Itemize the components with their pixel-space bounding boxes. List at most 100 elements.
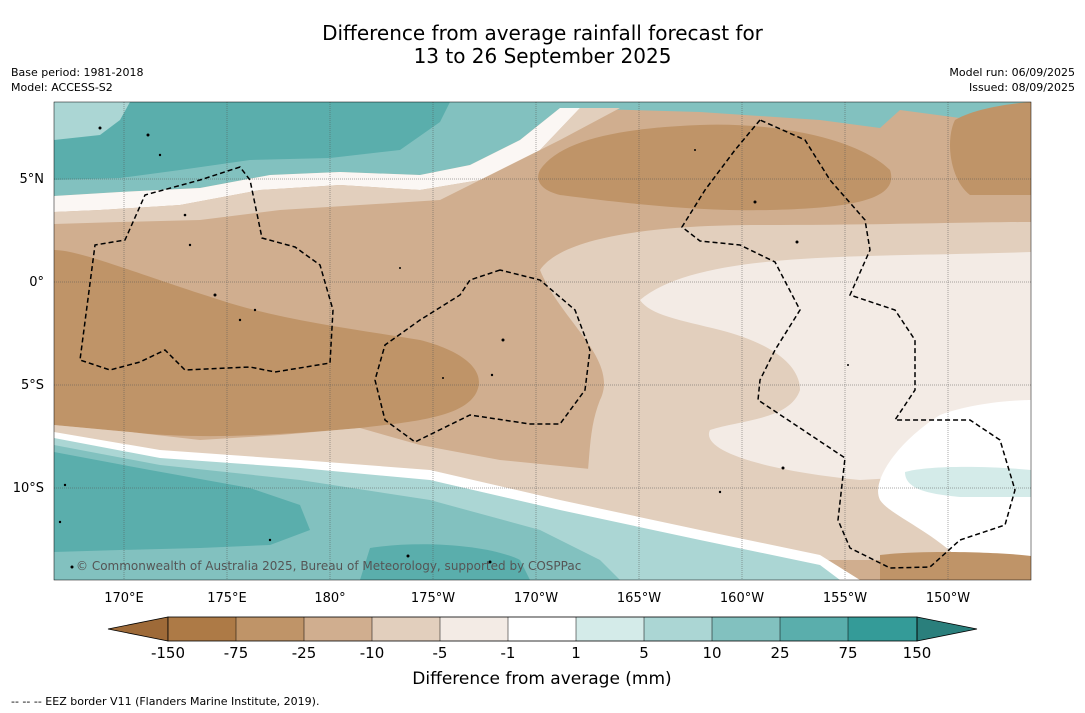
colorbar-bin xyxy=(576,617,644,641)
colorbar: -150 -75 -25 -10 -5 -1 1 5 10 25 75 150 … xyxy=(107,616,978,689)
lat-label-5n: 5°N xyxy=(20,172,45,187)
island xyxy=(501,338,505,342)
colorbar-tick: -10 xyxy=(360,644,385,662)
lat-label-5s: 5°S xyxy=(21,378,44,393)
colorbar-bin xyxy=(712,617,780,641)
colorbar-bin xyxy=(168,617,236,641)
island xyxy=(847,364,849,366)
island xyxy=(753,200,757,204)
map-frame xyxy=(53,101,1032,581)
north-east-dry-blob xyxy=(950,102,1031,195)
island xyxy=(718,490,722,494)
island xyxy=(442,377,444,379)
island xyxy=(183,213,187,217)
island xyxy=(98,126,102,130)
lon-label-160w: 160°W xyxy=(720,591,764,606)
lon-label-170e: 170°E xyxy=(104,591,144,606)
colorbar-tick: -1 xyxy=(501,644,516,662)
island xyxy=(63,483,67,487)
colorbar-min-arrow xyxy=(107,616,169,642)
colorbar-tick: -75 xyxy=(224,644,249,662)
model-text: Model: ACCESS-S2 xyxy=(11,81,113,94)
title-line-1: Difference from average rainfall forecas… xyxy=(322,21,763,45)
north-light-brown-strip xyxy=(54,108,620,224)
model-run-text: Model run: 06/09/2025 xyxy=(949,66,1075,79)
colorbar-bin xyxy=(848,617,917,641)
north-wet-band-light xyxy=(54,102,130,140)
longitude-labels: 170°E 175°E 180° 175°W 170°W 165°W 160°W… xyxy=(104,591,970,606)
island xyxy=(238,318,242,322)
colorbar-frame xyxy=(167,616,918,642)
colorbar-tick: 5 xyxy=(639,644,649,662)
colorbar-tick: -150 xyxy=(151,644,185,662)
island xyxy=(694,149,696,151)
island xyxy=(253,308,257,312)
colorbar-tick: -5 xyxy=(433,644,448,662)
lon-label-165w: 165°W xyxy=(617,591,661,606)
islands xyxy=(58,126,849,569)
island xyxy=(795,240,799,244)
central-dry-band xyxy=(54,250,479,437)
copyright-text: © Commonwealth of Australia 2025, Bureau… xyxy=(76,559,581,573)
colorbar-title: Difference from average (mm) xyxy=(412,669,671,689)
colorbar-bin xyxy=(644,617,712,641)
north-wet-band-mid xyxy=(54,102,450,180)
island xyxy=(58,520,62,524)
eez-border-east xyxy=(681,119,1016,569)
lon-label-175e: 175°E xyxy=(207,591,247,606)
island xyxy=(488,560,492,564)
east-wet-patch xyxy=(905,466,1031,497)
colorbar-bin xyxy=(304,617,372,641)
latitude-labels: 5°N 0° 5°S 10°S xyxy=(13,172,44,496)
chart-title: Difference from average rainfall forecas… xyxy=(0,22,1085,68)
island xyxy=(399,267,401,269)
south-east-dry-patch xyxy=(880,552,1031,580)
south-wet-band-deep xyxy=(54,452,310,552)
north-white-strip xyxy=(54,108,580,212)
colorbar-dividers xyxy=(235,617,849,641)
lat-label-0: 0° xyxy=(29,275,44,290)
title-line-2: 13 to 26 September 2025 xyxy=(413,44,672,68)
lon-label-155w: 155°W xyxy=(823,591,867,606)
island xyxy=(781,466,785,470)
eez-borders xyxy=(79,119,1016,569)
lon-label-180: 180° xyxy=(314,591,345,606)
colorbar-bin xyxy=(780,617,848,641)
lat-label-10s: 10°S xyxy=(13,481,44,496)
graticule xyxy=(54,102,1031,580)
colorbar-tick: 75 xyxy=(838,644,857,662)
colorbar-tick: 10 xyxy=(702,644,721,662)
island xyxy=(158,153,162,157)
colorbar-tick: 150 xyxy=(903,644,932,662)
eez-border-west xyxy=(79,166,334,373)
base-period-text: Base period: 1981-2018 xyxy=(11,66,144,79)
colorbar-bin xyxy=(372,617,440,641)
meta-right: Model run: 06/09/2025 Issued: 08/09/2025 xyxy=(949,65,1075,95)
lon-label-150w: 150°W xyxy=(926,591,970,606)
island xyxy=(146,133,150,137)
north-dry-blob xyxy=(538,124,892,211)
rainfall-anomaly-field: © Commonwealth of Australia 2025, Bureau… xyxy=(54,102,1031,580)
colorbar-tick-labels: -150 -75 -25 -10 -5 -1 1 5 10 25 75 150 xyxy=(151,644,931,662)
island xyxy=(213,293,217,297)
colorbar-bin xyxy=(440,617,508,641)
island xyxy=(490,373,494,377)
lon-label-170w: 170°W xyxy=(514,591,558,606)
colorbar-bin xyxy=(508,617,576,641)
issued-text: Issued: 08/09/2025 xyxy=(968,81,1075,94)
eez-legend-footnote: -- -- -- EEZ border V11 (Flanders Marine… xyxy=(11,695,320,708)
colorbar-tick: -25 xyxy=(292,644,317,662)
island xyxy=(406,554,410,558)
colorbar-max-arrow xyxy=(916,616,978,642)
island xyxy=(268,538,272,542)
meta-left: Base period: 1981-2018 Model: ACCESS-S2 xyxy=(11,65,143,95)
lon-label-175w: 175°W xyxy=(411,591,455,606)
colorbar-tick: 1 xyxy=(571,644,581,662)
south-wet-patch xyxy=(360,544,530,580)
island xyxy=(70,565,74,569)
island xyxy=(188,243,192,247)
eez-border-central xyxy=(374,269,591,443)
colorbar-bin xyxy=(236,617,304,641)
colorbar-tick: 25 xyxy=(770,644,789,662)
